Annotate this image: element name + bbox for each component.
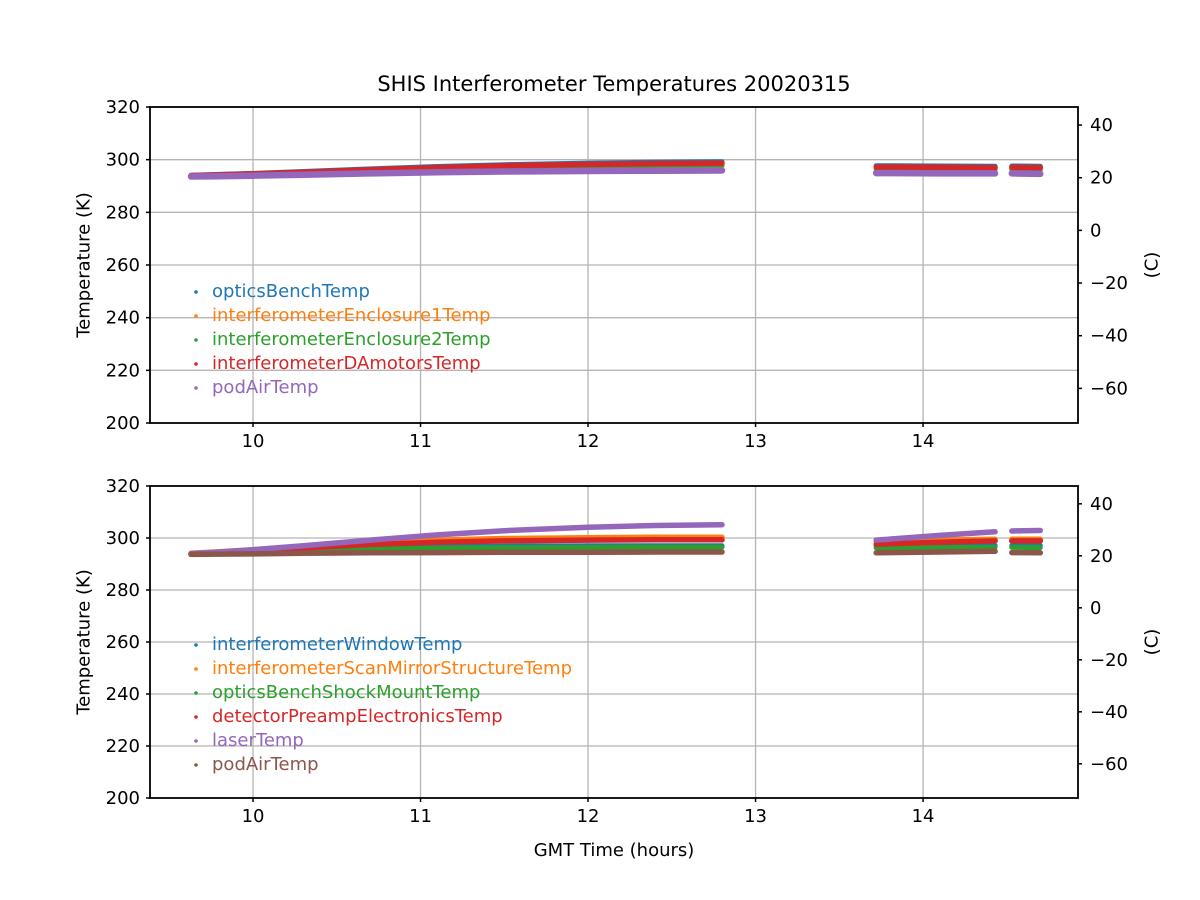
tick-label-y-left: 300 bbox=[106, 150, 140, 171]
legend-label-podAirTemp: podAirTemp bbox=[212, 754, 319, 775]
legend-label-podAirTemp: podAirTemp bbox=[212, 377, 319, 398]
tick-label-y-right: −60 bbox=[1090, 378, 1128, 399]
tick-label-y-right: −60 bbox=[1090, 754, 1128, 775]
series-line-podAirTemp bbox=[1008, 170, 1044, 178]
tick-label-y-right: 40 bbox=[1090, 115, 1113, 136]
series-line-laserTemp bbox=[873, 529, 998, 543]
series-line-podAirTemp bbox=[873, 548, 998, 556]
xlabel: GMT Time (hours) bbox=[533, 840, 695, 861]
tick-label-y-right: −20 bbox=[1090, 650, 1128, 671]
legend-marker-podAirTemp bbox=[194, 386, 198, 390]
tick-label-y-right: 20 bbox=[1090, 168, 1113, 189]
tick-label-x: 10 bbox=[242, 806, 265, 827]
tick-label-y-left: 220 bbox=[106, 736, 140, 757]
legend-label-interferometerDAmotorsTemp: interferometerDAmotorsTemp bbox=[212, 353, 481, 374]
tick-label-y-left: 320 bbox=[106, 97, 140, 118]
tick-label-x: 13 bbox=[744, 431, 767, 452]
tick-label-x: 14 bbox=[912, 431, 935, 452]
legend-label-opticsBenchShockMountTemp: opticsBenchShockMountTemp bbox=[212, 682, 480, 703]
ylabel-left-bottom: Temperature (K) bbox=[73, 569, 95, 715]
legend-label-detectorPreampElectronicsTemp: detectorPreampElectronicsTemp bbox=[212, 706, 503, 727]
legend-marker-interferometerEnclosure1Temp bbox=[194, 314, 198, 318]
tick-label-y-left: 200 bbox=[106, 788, 140, 809]
tick-label-y-right: 20 bbox=[1090, 546, 1113, 567]
tick-label-y-right: 40 bbox=[1090, 494, 1113, 515]
tick-label-x: 12 bbox=[577, 806, 600, 827]
tick-label-y-left: 300 bbox=[106, 528, 140, 549]
tick-label-y-left: 240 bbox=[106, 684, 140, 705]
series-line-podAirTemp bbox=[188, 549, 725, 558]
series-line-interferometerDAmotorsTemp bbox=[873, 164, 998, 171]
legend-marker-podAirTemp bbox=[194, 763, 198, 767]
legend-label-opticsBenchTemp: opticsBenchTemp bbox=[212, 281, 370, 302]
series-line-opticsBenchShockMountTemp bbox=[873, 544, 998, 551]
legend-label-laserTemp: laserTemp bbox=[212, 730, 304, 751]
legend-marker-interferometerScanMirrorStructureTemp bbox=[194, 667, 198, 671]
tick-label-y-left: 220 bbox=[106, 360, 140, 381]
tick-label-y-left: 280 bbox=[106, 580, 140, 601]
legend-marker-opticsBenchShockMountTemp bbox=[194, 691, 198, 695]
series-line-laserTemp bbox=[188, 521, 725, 557]
legend-label-interferometerWindowTemp: interferometerWindowTemp bbox=[212, 634, 462, 655]
legend-marker-laserTemp bbox=[194, 739, 198, 743]
tick-label-x: 13 bbox=[744, 806, 767, 827]
legend-label-interferometerEnclosure2Temp: interferometerEnclosure2Temp bbox=[212, 329, 491, 350]
legend-marker-interferometerDAmotorsTemp bbox=[194, 362, 198, 366]
legend-marker-interferometerWindowTemp bbox=[194, 643, 198, 647]
tick-label-x: 10 bbox=[242, 431, 265, 452]
tick-label-y-right: 0 bbox=[1090, 598, 1101, 619]
legend-label-interferometerEnclosure1Temp: interferometerEnclosure1Temp bbox=[212, 305, 491, 326]
ylabel-right-bottom: (C) bbox=[1141, 628, 1163, 656]
tick-label-x: 11 bbox=[409, 806, 432, 827]
tick-label-y-right: −20 bbox=[1090, 273, 1128, 294]
tick-label-x: 14 bbox=[912, 806, 935, 827]
ylabel-right-top: (C) bbox=[1141, 251, 1163, 279]
series-line-podAirTemp bbox=[187, 167, 726, 180]
tick-label-y-right: 0 bbox=[1090, 220, 1101, 241]
series-line-laserTemp bbox=[1009, 527, 1044, 534]
tick-label-y-left: 320 bbox=[106, 476, 140, 497]
tick-label-y-right: −40 bbox=[1090, 326, 1128, 347]
tick-label-y-left: 260 bbox=[106, 632, 140, 653]
ylabel-left-top: Temperature (K) bbox=[73, 192, 95, 338]
tick-label-y-left: 200 bbox=[106, 413, 140, 434]
legend-marker-detectorPreampElectronicsTemp bbox=[194, 715, 198, 719]
tick-label-x: 11 bbox=[409, 431, 432, 452]
tick-label-y-left: 280 bbox=[106, 202, 140, 223]
tick-label-x: 12 bbox=[577, 431, 600, 452]
series-line-detectorPreampElectronicsTemp bbox=[873, 538, 998, 547]
page-title: SHIS Interferometer Temperatures 2002031… bbox=[377, 72, 851, 96]
tick-label-y-left: 240 bbox=[106, 308, 140, 329]
legend-marker-opticsBenchTemp bbox=[194, 290, 198, 294]
tick-label-y-right: −40 bbox=[1090, 702, 1128, 723]
legend-marker-interferometerEnclosure2Temp bbox=[194, 338, 198, 342]
tick-label-y-left: 260 bbox=[106, 255, 140, 276]
legend-label-interferometerScanMirrorStructureTemp: interferometerScanMirrorStructureTemp bbox=[212, 658, 572, 679]
